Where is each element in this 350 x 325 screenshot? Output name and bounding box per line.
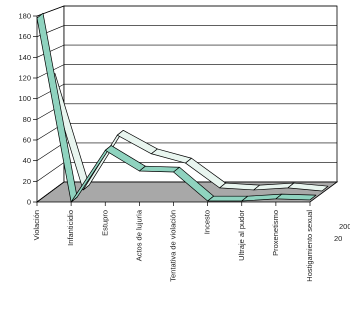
gridline-side [36,44,65,58]
gridline-side [36,181,65,203]
x-category-label: Tentativa de violación [169,210,178,282]
y-tick-label: 160 [18,32,31,41]
x-category-label: Infanticidio [66,210,75,246]
x-category-label: Proxenetismo [271,210,280,256]
y-tick-label: 20 [23,177,31,186]
series-labels: 2003 20 [334,222,350,243]
series-segment-2003 [139,165,180,173]
x-category-label: Incesto [203,210,212,234]
series-segment-20 [287,182,329,192]
series-label-2003: 2003 [339,222,350,231]
gridline-side [36,142,65,161]
series-segment-2003 [275,193,317,201]
y-tick-label: 60 [23,136,31,145]
gridlines [36,5,337,203]
y-tick-label: 100 [18,94,31,103]
x-axis-labels: Violación Infanticidio Estupro Actos de luj… [32,202,314,282]
series-segment-2003 [207,195,249,202]
y-tick-label: 180 [18,12,31,21]
series-label-20: 20 [334,234,342,243]
y-tick-label: 80 [23,115,31,124]
x-category-label: Violación [32,210,41,240]
gridline-side [36,162,65,182]
y-axis-ticks: 0 20 40 60 80 100 120 140 160 180 [18,12,37,207]
x-category-label: Estupro [100,210,109,236]
y-tick-label: 0 [27,198,31,207]
series-layer [36,12,329,203]
y-tick-label: 140 [18,53,31,62]
y-tick-label: 40 [23,156,31,165]
x-category-label: Actos de lujuria [134,209,143,261]
x-category-label: Ultraje al pudor [237,209,246,260]
y-tick-label: 120 [18,74,31,83]
x-category-label: Hostigamiento sexual [305,210,314,282]
